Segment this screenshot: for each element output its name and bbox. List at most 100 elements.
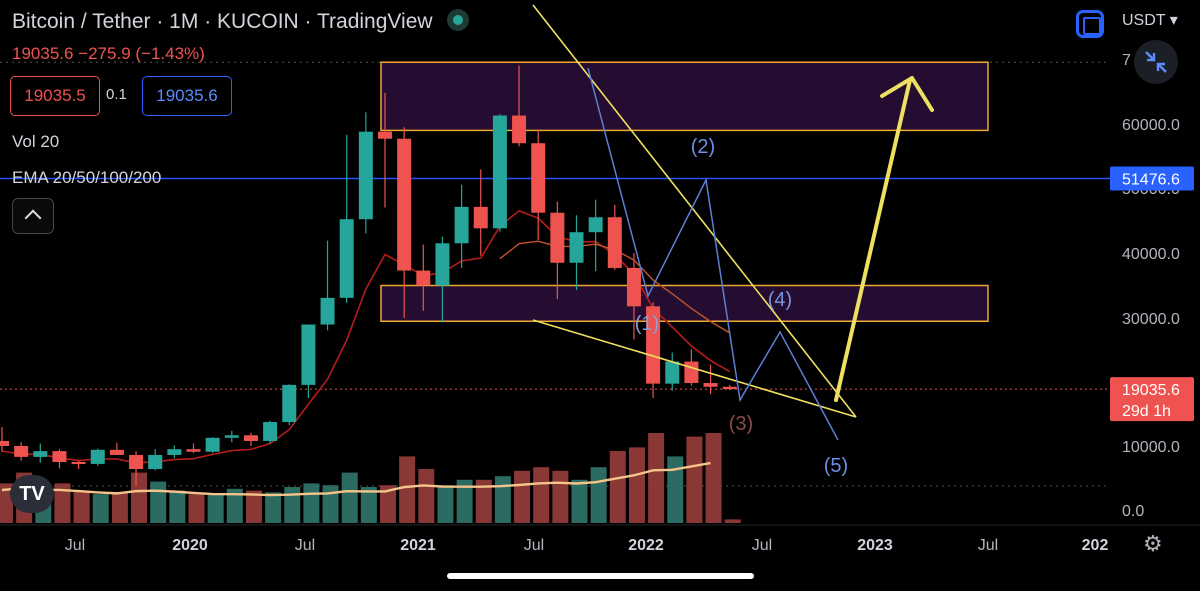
wave-label: (1) xyxy=(635,313,659,335)
projection-arrow xyxy=(834,78,912,402)
chart-square-icon[interactable] xyxy=(1076,10,1104,38)
candle xyxy=(435,236,450,323)
volume-bar xyxy=(245,490,262,523)
candle-body xyxy=(550,212,565,263)
candle xyxy=(167,445,182,459)
tradingview-logo-icon[interactable]: TV xyxy=(10,475,54,513)
candle-body xyxy=(282,384,297,423)
candle-body xyxy=(33,451,48,457)
candle xyxy=(52,449,67,469)
price-tick-label: 40000.0 xyxy=(1122,246,1180,263)
volume-bars xyxy=(0,433,741,523)
candle-body xyxy=(224,435,239,438)
candle-body xyxy=(397,138,412,271)
projection-arrowhead xyxy=(880,76,934,112)
candle-body xyxy=(416,270,431,286)
volume-bar xyxy=(303,483,320,523)
candle-body xyxy=(148,454,163,470)
volume-bar xyxy=(54,483,71,523)
candle-body xyxy=(339,219,354,298)
volume-bar xyxy=(686,436,703,523)
candle-body xyxy=(263,422,278,441)
spread-value: 0.1 xyxy=(106,86,127,103)
candle xyxy=(90,448,105,466)
drawing-overlays: (1) (2) (3) (4) (5) xyxy=(532,4,934,477)
volume-bar xyxy=(667,456,684,523)
compress-icon[interactable] xyxy=(1134,40,1178,84)
last-price-badge xyxy=(1110,377,1194,422)
volume-bar xyxy=(73,490,90,523)
gear-icon[interactable]: ⚙ xyxy=(1143,531,1163,556)
candle xyxy=(339,134,354,304)
candle xyxy=(0,427,9,452)
symbol-header[interactable]: Bitcoin / Tether · 1M · KUCOIN · Trading… xyxy=(12,9,469,34)
candle xyxy=(205,437,220,454)
time-tick-label: Jul xyxy=(978,537,998,554)
candle-body xyxy=(435,243,450,286)
price-zones xyxy=(380,61,989,322)
candle xyxy=(263,420,278,444)
volume-bar xyxy=(494,476,511,523)
candle-body xyxy=(52,451,67,462)
price-tick-label: 30000.0 xyxy=(1122,311,1180,328)
candle xyxy=(358,112,373,234)
time-tick-label: Jul xyxy=(65,537,85,554)
volume-bar xyxy=(590,467,607,523)
candle xyxy=(14,442,29,461)
time-tick-label: 2020 xyxy=(172,537,208,554)
volume-bar xyxy=(131,472,148,523)
wave-label: (4) xyxy=(768,289,792,311)
volume-bar xyxy=(609,451,626,523)
volume-bar xyxy=(360,487,377,523)
candle-body xyxy=(358,131,373,220)
volume-bar xyxy=(322,485,339,523)
collapse-arrow-icon[interactable] xyxy=(12,198,54,234)
candle-body xyxy=(454,206,469,244)
volume-bar xyxy=(341,472,358,523)
candle xyxy=(71,460,86,470)
currency-label: USDT xyxy=(1122,12,1166,29)
candle-body xyxy=(684,361,699,383)
candle-body xyxy=(71,462,86,464)
volume-bar xyxy=(552,470,569,523)
currency-selector[interactable]: USDT ▾ xyxy=(1122,12,1178,29)
candle xyxy=(454,184,469,268)
time-tick-label: Jul xyxy=(524,537,544,554)
volume-bar xyxy=(380,485,396,523)
candle xyxy=(722,384,737,390)
candle xyxy=(109,442,124,455)
candle-body xyxy=(129,454,144,470)
time-axis: Jul 2020 Jul 2021 Jul 2022 Jul 2023 Jul 202 xyxy=(65,537,1109,554)
candle xyxy=(148,449,163,471)
candle xyxy=(186,443,201,454)
candle xyxy=(607,204,622,270)
volume-bar xyxy=(475,479,492,523)
volume-bar xyxy=(437,485,454,523)
candle-body xyxy=(301,324,316,385)
buy-button[interactable]: 19035.6 xyxy=(142,76,232,116)
candle xyxy=(224,430,239,443)
symbol-title: Bitcoin / Tether · 1M · KUCOIN · Trading… xyxy=(12,10,433,33)
candle xyxy=(703,364,718,395)
price-tick-label: 60000.0 xyxy=(1122,117,1180,134)
candle-body xyxy=(626,267,641,307)
volume-bar xyxy=(571,479,588,523)
sell-button[interactable]: 19035.5 xyxy=(10,76,100,116)
volume-indicator-label[interactable]: Vol 20 xyxy=(12,132,60,151)
time-tick-label: 2021 xyxy=(400,537,436,554)
candle-body xyxy=(492,115,507,229)
ema-indicator-label[interactable]: EMA 20/50/100/200 xyxy=(12,168,162,187)
candle xyxy=(282,384,297,426)
volume-bar xyxy=(0,483,13,523)
candle xyxy=(531,129,546,240)
home-indicator xyxy=(447,573,754,579)
volume-bar xyxy=(724,519,741,523)
wave-label: (5) xyxy=(824,455,848,477)
candle-body xyxy=(569,232,584,263)
candle xyxy=(569,215,584,291)
candle-body xyxy=(378,131,392,139)
volume-bar xyxy=(111,492,128,523)
candle-body xyxy=(703,383,718,387)
volume-bar xyxy=(284,487,301,523)
